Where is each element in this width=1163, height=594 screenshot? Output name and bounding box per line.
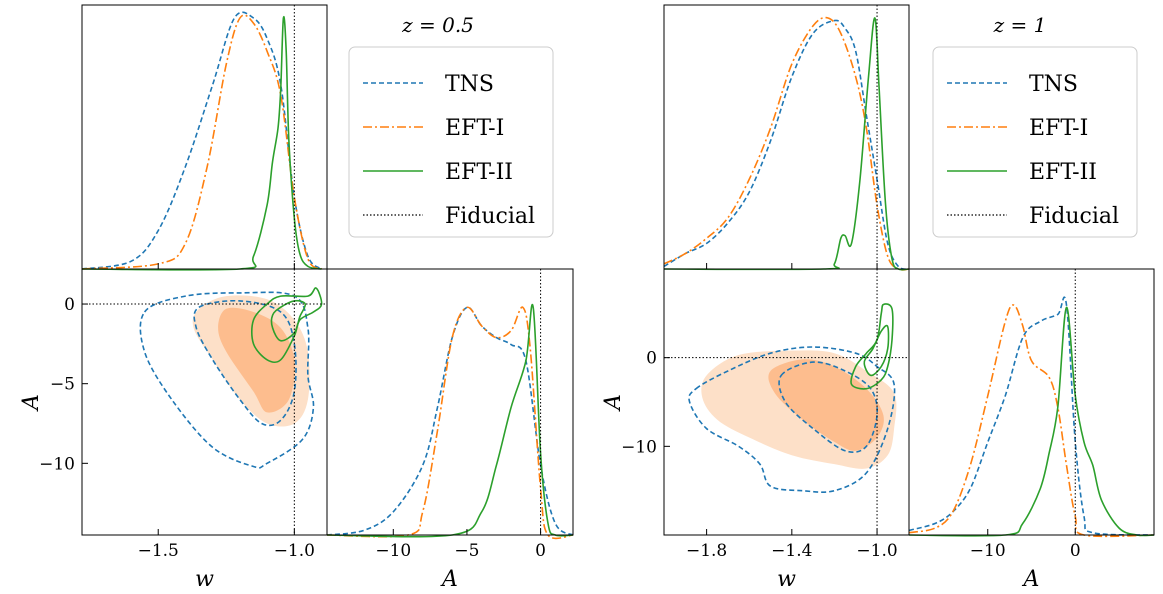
w-marginal-eft-ii-line	[663, 17, 910, 271]
contour-tns-68	[193, 299, 297, 427]
contour-tns-68	[778, 361, 878, 454]
A-marginal-axis-label: A	[1022, 567, 1040, 592]
joint-contours	[139, 287, 323, 469]
legend: TNS EFT-I EFT-II Fiducial	[348, 46, 554, 238]
A-marginal-eft-ii-line	[908, 306, 1155, 537]
A-axis-label: A	[19, 394, 44, 412]
A-marginal-eft-ii-line	[326, 303, 574, 538]
legend-label-tns: TNS	[1029, 72, 1078, 97]
w-tick-label: −1.4	[771, 541, 812, 561]
w-marginal-eft-i-line	[81, 14, 323, 270]
w-tick-label: −1.0	[274, 541, 315, 561]
A-tick-label: −10	[621, 437, 657, 457]
A-xtick-label: −10	[375, 541, 411, 561]
A-marginal-axis-label: A	[440, 567, 458, 592]
legend-label-eft-i: EFT-I	[445, 116, 504, 141]
A-tick-label: −10	[39, 454, 75, 474]
A-axis-label: A	[601, 394, 626, 412]
A-tick-label: −5	[50, 375, 75, 395]
A-tick-label: 0	[64, 295, 75, 315]
w-marginal-eft-ii-line	[81, 15, 322, 271]
legend-box	[348, 46, 554, 238]
contour-eft-ii-68	[863, 324, 890, 377]
redshift-label: z = 0.5	[401, 13, 474, 37]
contour-eft-i-68	[768, 359, 884, 451]
w-axis-label: w	[195, 567, 214, 592]
A-xtick-label: −10	[970, 541, 1006, 561]
legend-label-fiducial: Fiducial	[445, 204, 535, 229]
w-tick-label: −1.0	[856, 541, 897, 561]
w-axis-label: w	[777, 567, 796, 592]
contour-eft-ii-68	[270, 299, 307, 342]
A-xtick-label: 0	[535, 541, 546, 561]
w-marginal-tns-line	[81, 11, 323, 270]
contour-tns-95	[688, 346, 896, 493]
legend-label-eft-i: EFT-I	[1029, 116, 1088, 141]
A-marginal-eft-i-line	[908, 304, 1155, 538]
A-xtick-label: 0	[1070, 541, 1081, 561]
A-marginal-tns-line	[908, 296, 1155, 536]
A-marginal-frame	[908, 268, 1155, 536]
A-marginal-eft-i-line	[326, 306, 574, 540]
legend-label-eft-ii: EFT-II	[1029, 160, 1097, 185]
A-marginal-frame	[326, 268, 574, 536]
A-tick-label: 0	[646, 349, 657, 369]
w-marginal-frame	[663, 4, 910, 270]
joint-contours	[688, 303, 897, 493]
w-marginal-frame	[81, 4, 328, 270]
contour-eft-ii-95	[250, 287, 323, 364]
w-tick-label: −1.8	[686, 541, 727, 561]
legend-label-eft-ii: EFT-II	[445, 160, 513, 185]
legend-label-fiducial: Fiducial	[1029, 204, 1119, 229]
legend-box	[932, 46, 1138, 238]
A-marginal-tns-line	[326, 306, 574, 536]
legend-label-tns: TNS	[445, 72, 494, 97]
A-xtick-label: −5	[454, 541, 479, 561]
corner-panel-2: −1.8 −1.4 −1.0 0 −10 w A −10 0 Az = 1 TNS EFT-I EFT-…	[601, 4, 1155, 592]
w-marginal-eft-i-line	[663, 16, 910, 271]
w-tick-label: −1.5	[138, 541, 179, 561]
corner-panel-1: −1.5 −1.0 0 −5 −10 w A −10 −5 0 Az = 0.5 TNS EFT-I EF…	[19, 4, 574, 592]
legend: TNS EFT-I EFT-II Fiducial	[932, 46, 1138, 238]
w-marginal-tns-line	[663, 19, 910, 270]
contour-tns-95	[139, 291, 315, 469]
redshift-label: z = 1	[993, 13, 1047, 37]
